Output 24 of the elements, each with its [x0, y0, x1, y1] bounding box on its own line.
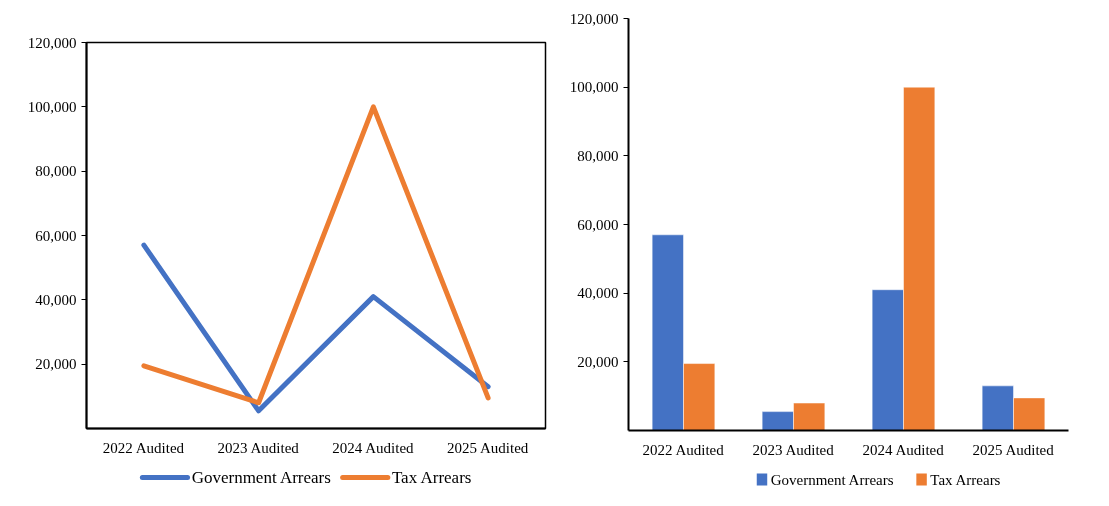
y-tick-label: 40,000	[577, 285, 619, 302]
y-tick-label: 120,000	[569, 10, 619, 27]
x-tick-label: 2024 Audited	[332, 439, 415, 456]
legend-label: Government Arrears	[191, 468, 331, 487]
x-tick-label: 2023 Audited	[752, 441, 835, 458]
y-tick-label: 20,000	[35, 356, 77, 373]
legend-label: Tax Arrears	[930, 471, 1001, 488]
x-tick-label: 2022 Audited	[642, 441, 725, 458]
y-tick-label: 60,000	[35, 227, 77, 244]
y-tick-label: 20,000	[577, 353, 619, 370]
y-tick-label: 80,000	[577, 147, 619, 164]
y-tick-label: 100,000	[27, 98, 77, 115]
legend-label: Government Arrears	[770, 471, 894, 488]
y-tick-label: 120,000	[27, 34, 77, 51]
x-tick-label: 2025 Audited	[447, 439, 529, 456]
x-tick-label: 2023 Audited	[217, 439, 300, 456]
y-tick-label: 100,000	[569, 79, 619, 96]
legend-label: Tax Arrears	[391, 468, 472, 487]
x-tick-label: 2025 Audited	[972, 441, 1055, 458]
y-tick-label: 60,000	[577, 216, 619, 233]
x-tick-label: 2022 Audited	[102, 439, 185, 456]
x-tick-label: 2024 Audited	[862, 441, 945, 458]
y-tick-label: 40,000	[35, 291, 77, 308]
y-tick-label: 80,000	[35, 163, 77, 180]
